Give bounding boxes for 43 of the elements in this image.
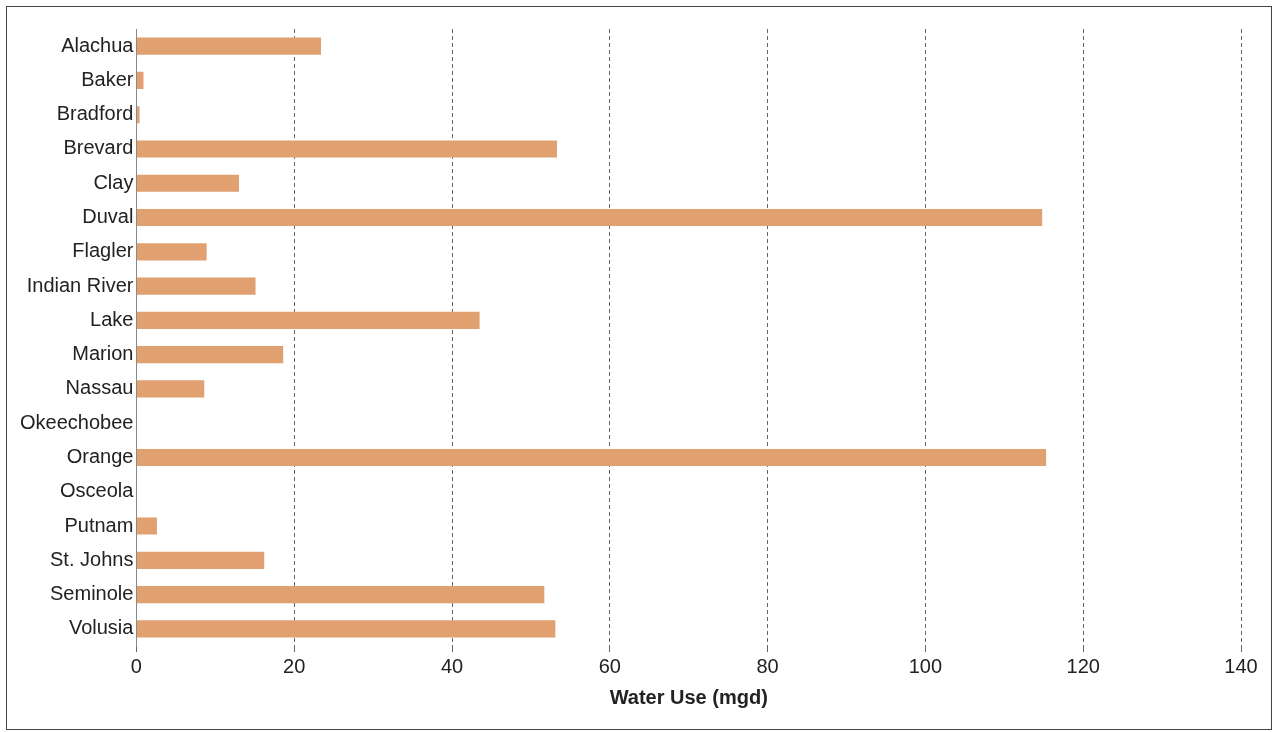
y-tick-label: Bradford (56, 102, 134, 125)
bar (136, 517, 157, 535)
y-tick-label: Osceola (60, 479, 135, 502)
bar (136, 311, 480, 329)
y-tick-label: Nassau (65, 376, 134, 399)
bar (136, 586, 545, 604)
y-tick-label: Seminole (50, 582, 134, 605)
y-tick-label: Duval (82, 205, 134, 228)
bar (136, 140, 557, 158)
y-tick-label: Okeechobee (20, 410, 134, 433)
bar (136, 551, 265, 569)
y-tick-label: St. Johns (50, 547, 134, 570)
x-tick-label: 140 (1224, 654, 1258, 677)
y-tick-label: Flagler (72, 239, 134, 262)
bar (136, 620, 556, 638)
x-tick-label: 0 (130, 654, 142, 677)
bar (136, 243, 207, 261)
x-tick-label: 20 (283, 654, 306, 677)
y-tick-label: Marion (72, 342, 134, 365)
bar (136, 174, 239, 192)
bar (136, 37, 322, 55)
bar (136, 277, 256, 295)
y-tick-label: Orange (66, 444, 134, 467)
y-tick-label: Alachua (61, 33, 135, 56)
bar (136, 71, 144, 89)
x-tick-label: 40 (440, 654, 464, 677)
x-tick-label: 100 (908, 654, 943, 677)
y-tick-label: Putnam (64, 513, 134, 536)
x-axis-title: Water Use (mgd) (609, 685, 768, 708)
y-tick-label: Baker (81, 67, 134, 90)
bar (136, 106, 140, 124)
x-tick-label: 60 (598, 654, 621, 677)
y-tick-label: Volusia (68, 616, 135, 639)
y-tick-label: Indian River (26, 273, 134, 296)
bar (136, 448, 1047, 467)
bar (136, 380, 205, 398)
x-tick-label: 120 (1066, 654, 1100, 677)
x-tick-label: 80 (756, 654, 779, 677)
y-tick-label: Clay (93, 170, 134, 193)
bar (136, 208, 1043, 227)
y-tick-label: Lake (90, 307, 134, 330)
y-tick-label: Brevard (63, 136, 134, 159)
bar (136, 346, 284, 364)
